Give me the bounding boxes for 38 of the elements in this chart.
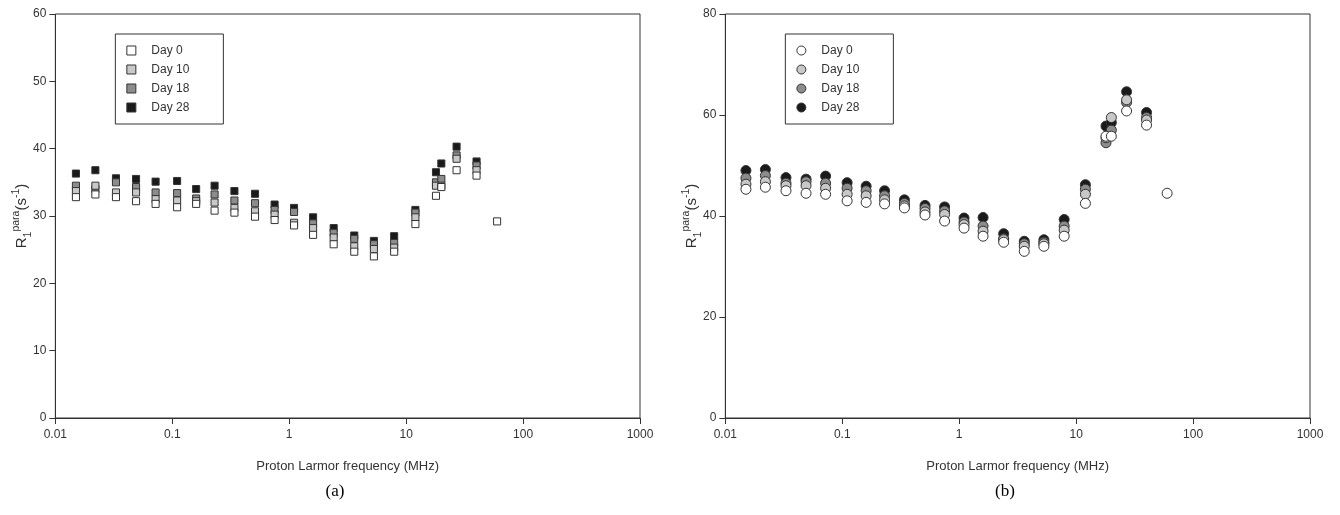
legend-label: Day 0 — [821, 42, 854, 57]
x-tick-label: 1 — [955, 426, 963, 441]
legend-label: Day 18 — [821, 80, 860, 95]
x-tick-label: 10 — [399, 426, 414, 441]
y-tick-label: 30 — [32, 208, 47, 223]
x-tick-label: 1 — [285, 426, 293, 441]
legend-label: Day 10 — [151, 61, 190, 76]
x-tick-label: 1000 — [1296, 426, 1324, 441]
legend-label: Day 10 — [821, 61, 860, 76]
legend-label: Day 0 — [151, 42, 184, 57]
x-tick-label: 100 — [1183, 426, 1204, 441]
y-tick-label: 0 — [709, 410, 717, 425]
x-tick-label: 0.1 — [833, 426, 851, 441]
x-axis-title: Proton Larmor frequency (MHz) — [256, 457, 440, 473]
x-tick-label: 1000 — [626, 426, 654, 441]
y-tick-label: 40 — [32, 140, 47, 155]
y-tick-label: 20 — [702, 309, 717, 324]
y-tick-label: 10 — [32, 342, 47, 357]
legend-label: Day 28 — [151, 99, 190, 114]
x-tick-label: 0.01 — [43, 426, 68, 441]
y-tick-label: 0 — [39, 410, 47, 425]
y-axis-title: R1para(s-1) — [8, 183, 33, 249]
y-tick-label: 60 — [702, 107, 717, 122]
text: (b) — [994, 480, 1016, 502]
y-axis-title: R1para(s-1) — [678, 183, 703, 249]
y-tick-label: 60 — [32, 6, 47, 21]
x-tick-label: 100 — [513, 426, 534, 441]
y-tick-label: 50 — [32, 73, 47, 88]
legend-label: Day 18 — [151, 80, 190, 95]
text: (a) — [324, 480, 346, 502]
x-tick-label: 10 — [1069, 426, 1084, 441]
y-tick-label: 80 — [702, 6, 717, 21]
x-axis-title: Proton Larmor frequency (MHz) — [926, 457, 1110, 473]
y-tick-label: 40 — [702, 208, 717, 223]
x-tick-label: 0.1 — [163, 426, 181, 441]
y-tick-label: 20 — [32, 275, 47, 290]
x-tick-label: 0.01 — [713, 426, 738, 441]
legend-label: Day 28 — [821, 99, 860, 114]
